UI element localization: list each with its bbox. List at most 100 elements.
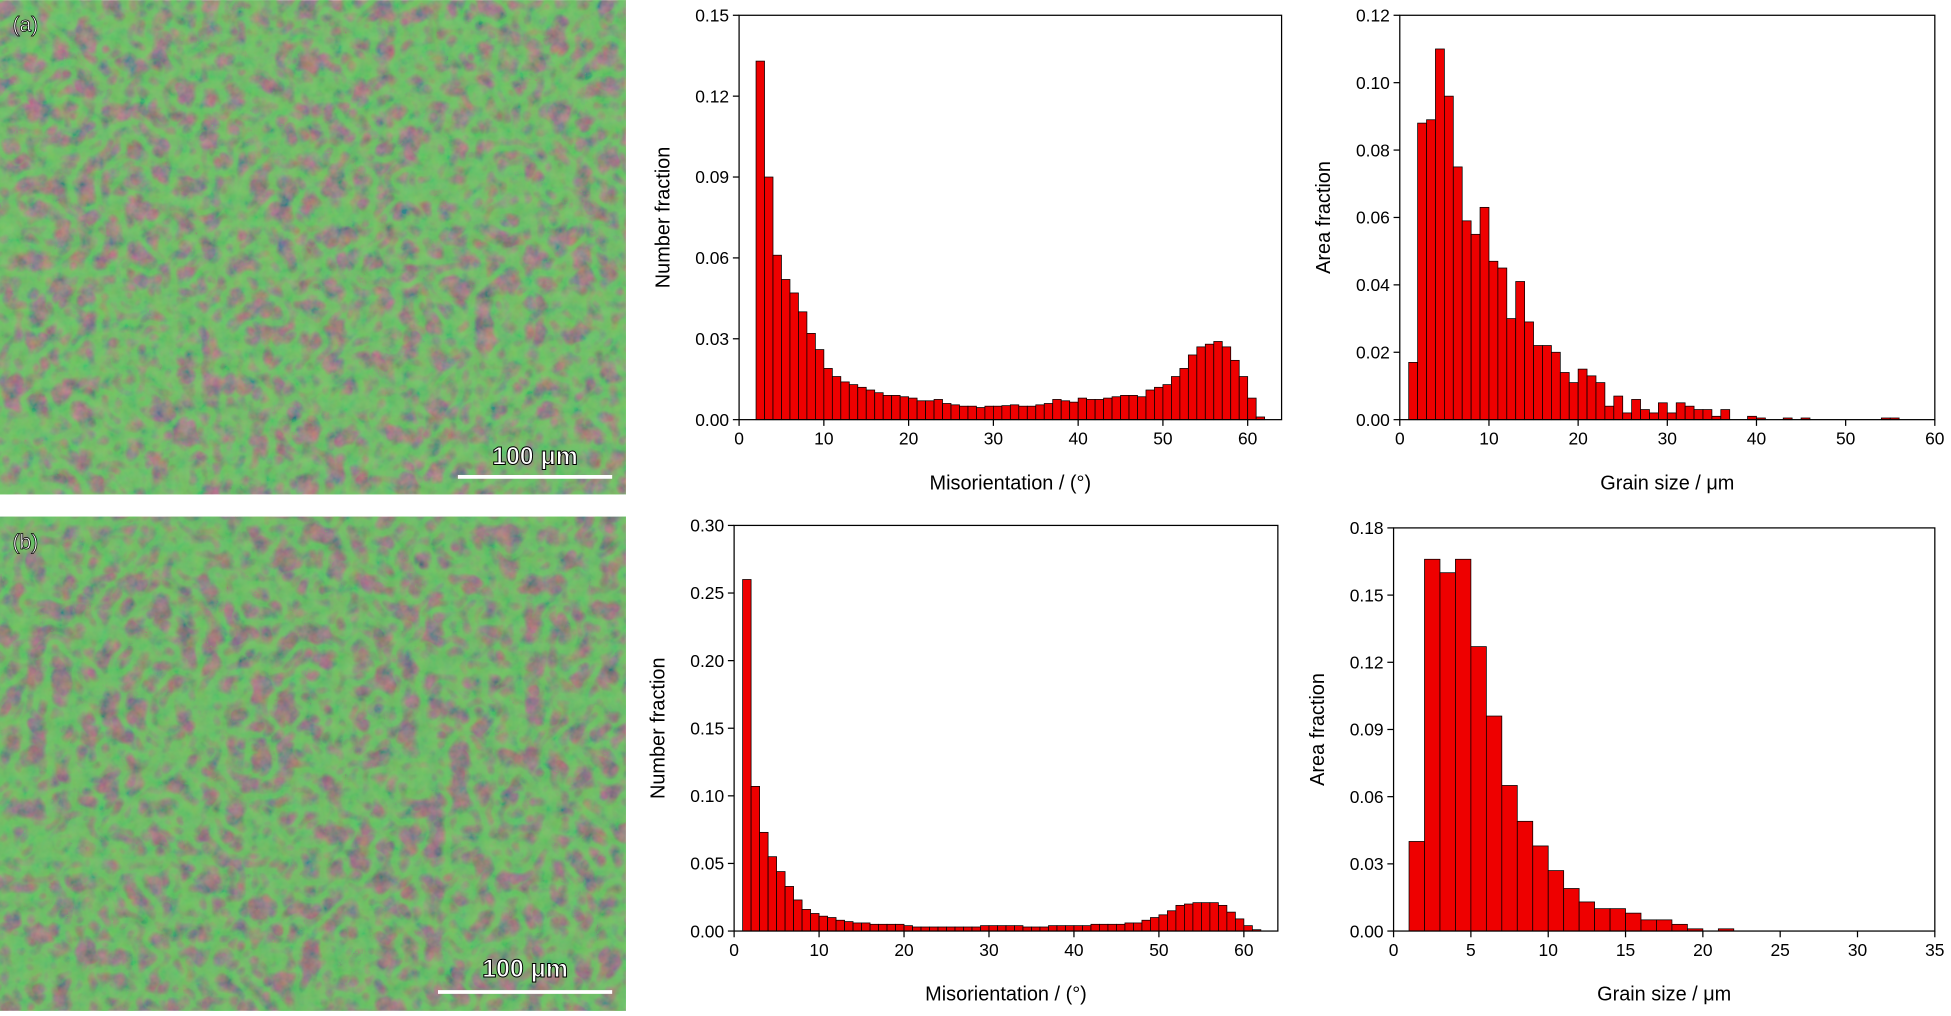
bar <box>933 399 943 421</box>
bar <box>823 368 833 421</box>
bar <box>1090 923 1100 932</box>
y-tick-label: 0.00 <box>695 410 729 430</box>
bar <box>1640 409 1650 421</box>
bar <box>1133 922 1143 932</box>
bar <box>1192 902 1202 932</box>
bar <box>895 923 905 932</box>
x-tick-label: 10 <box>1539 940 1558 960</box>
x-tick-label: 20 <box>894 940 913 960</box>
micrograph-b <box>0 516 626 1011</box>
bar <box>1488 260 1499 421</box>
bar <box>1086 399 1096 421</box>
bar <box>815 349 825 421</box>
bar <box>1501 785 1518 932</box>
x-tick-label: 30 <box>1848 940 1867 960</box>
bar <box>1461 220 1472 421</box>
bar <box>993 405 1003 421</box>
y-tick-label: 0.12 <box>1356 5 1390 25</box>
bar <box>1158 914 1168 932</box>
bar <box>798 311 808 421</box>
x-tick-label: 40 <box>1747 429 1766 449</box>
bar <box>1230 359 1240 421</box>
y-tick-label: 0.20 <box>690 651 724 671</box>
bar <box>789 292 799 421</box>
bar <box>1563 888 1580 932</box>
micrograph-a <box>0 0 626 495</box>
y-tick-label: 0.10 <box>1356 73 1390 93</box>
bar <box>772 254 782 421</box>
bar <box>1649 412 1659 421</box>
bar <box>1408 841 1425 932</box>
bar <box>1094 399 1104 421</box>
bar <box>1568 382 1579 421</box>
bar <box>1506 318 1517 421</box>
x-tick-label: 40 <box>1064 940 1083 960</box>
y-tick-label: 0.12 <box>695 86 729 106</box>
plot-frame <box>733 524 1279 932</box>
bar <box>1524 321 1534 421</box>
bar <box>942 403 952 421</box>
bar <box>869 923 879 932</box>
bar <box>1609 908 1626 932</box>
bar <box>950 404 960 421</box>
x-tick-label: 30 <box>979 940 998 960</box>
bar <box>1014 925 1024 932</box>
bar <box>1577 368 1588 421</box>
bar <box>1035 404 1045 421</box>
bar <box>776 871 786 932</box>
y-tick-label: 0.30 <box>690 516 724 536</box>
x-axis-label: Grain size / μm <box>1600 472 1734 494</box>
y-tick-label: 0.06 <box>1350 787 1384 807</box>
bar <box>976 407 986 421</box>
bar <box>916 400 926 421</box>
bar <box>1547 870 1565 932</box>
bar <box>908 397 918 421</box>
x-tick-label: 50 <box>1836 429 1855 449</box>
bar <box>1497 267 1508 421</box>
bar <box>1120 395 1130 421</box>
bar <box>1426 119 1436 421</box>
bar <box>848 384 859 421</box>
bar <box>1226 911 1236 932</box>
bar <box>764 176 774 421</box>
bar <box>1204 343 1215 421</box>
bar <box>1578 901 1595 932</box>
bar <box>767 856 777 932</box>
bar <box>874 392 884 421</box>
y-tick-label: 0.25 <box>690 583 724 603</box>
y-tick-label: 0.00 <box>690 921 724 941</box>
bar <box>1613 395 1624 421</box>
bar <box>1137 396 1147 421</box>
bar <box>1111 396 1121 421</box>
x-axis-label: Grain size / μm <box>1597 984 1731 1006</box>
bar <box>1559 372 1570 421</box>
x-tick-label: 0 <box>1395 429 1405 449</box>
bar <box>980 925 990 932</box>
x-axis-label: Misorientation / (°) <box>925 984 1087 1006</box>
bar <box>1175 904 1185 932</box>
x-tick-label: 30 <box>1658 429 1677 449</box>
bar <box>835 919 845 932</box>
bar <box>1052 399 1062 421</box>
bar <box>959 405 969 421</box>
bar <box>1187 354 1198 421</box>
bar <box>1073 925 1083 932</box>
bar <box>861 922 871 932</box>
bar <box>1184 903 1194 932</box>
bar <box>1693 409 1704 421</box>
bar <box>840 381 850 421</box>
bar <box>852 922 862 932</box>
y-axis-label: Area fraction <box>1313 161 1335 274</box>
bar <box>857 386 867 421</box>
bar <box>925 400 935 421</box>
x-tick-label: 5 <box>1466 940 1476 960</box>
bar <box>1631 399 1641 421</box>
bar <box>1141 919 1151 932</box>
bar <box>1625 912 1642 932</box>
bar <box>1235 918 1245 932</box>
bar <box>1069 401 1079 421</box>
bar <box>1048 925 1058 932</box>
y-tick-label: 0.04 <box>1356 275 1390 295</box>
x-tick-label: 60 <box>1234 940 1253 960</box>
bar <box>1470 233 1481 421</box>
